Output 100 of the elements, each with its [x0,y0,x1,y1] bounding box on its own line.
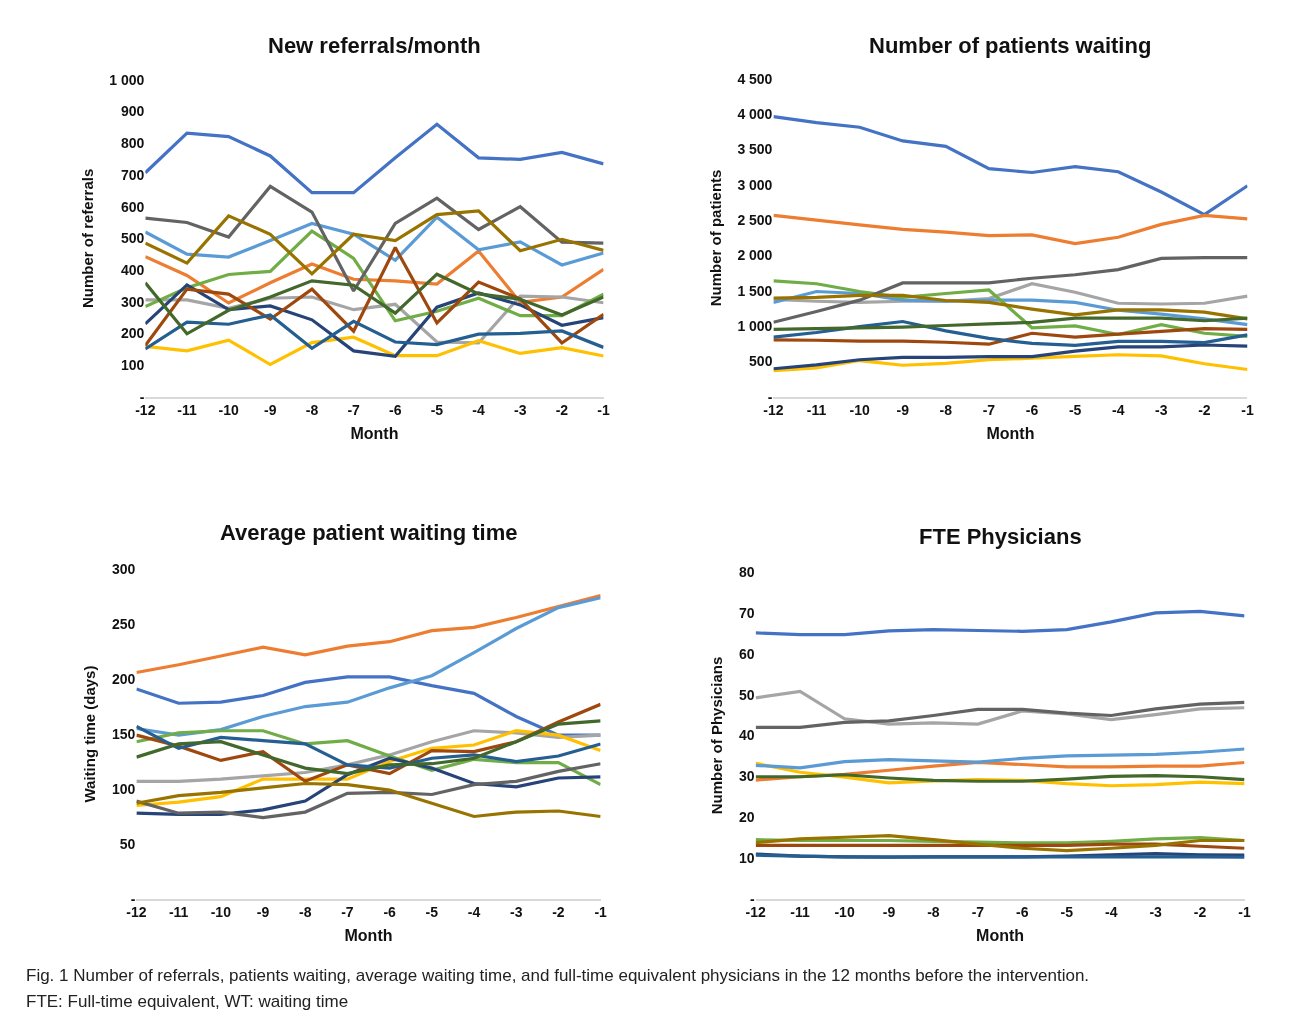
line-series [773,343,1248,371]
x-tick-label: -10 [210,904,232,921]
caption: Fig. 1 Number of referrals, patients waiting, average waiting time, and full-time equivalent physicians in the 12 months before the intervention. [26,966,1090,985]
chart-title: Average patient waiting time [220,520,518,545]
y-tick-label: 3 500 [737,141,773,158]
x-tick-label: -4 [1111,402,1125,419]
line-series [145,313,604,351]
x-tick-label: -5 [425,904,439,921]
x-tick-label: -1 [597,402,610,419]
x-tick-label: -8 [939,402,953,419]
line-series [136,781,601,819]
line-series [136,762,601,820]
y-tick-label: 4 000 [737,106,773,123]
x-tick-label: -9 [256,904,270,921]
y-tick-label: 500 [120,230,145,247]
x-tick-label: -10 [834,904,855,921]
chart-title: New referrals/month [268,33,481,58]
line-series [755,834,1245,853]
y-tick-label: 1 000 [109,71,145,88]
x-axis-title: Month [344,926,393,944]
x-tick-label: -4 [1104,904,1118,921]
y-tick-label: 80 [739,563,755,580]
y-tick-label: 50 [739,686,755,703]
y-tick-label: 200 [112,670,136,687]
x-tick-label: -12 [745,904,766,921]
y-axis-title: Waiting time (days) [81,665,99,803]
y-tick-label: 40 [739,727,755,744]
text: FTE: Full-time equivalent, WT: waiting time [26,992,349,1011]
line-series [773,115,1248,217]
line-series [755,700,1245,729]
line-series [773,316,1248,331]
line-series [145,122,604,195]
line-series [136,719,601,776]
y-tick-label: - [130,890,136,907]
line-series [145,335,604,367]
x-tick-label: -4 [472,402,486,419]
x-tick-label: -8 [927,904,940,921]
x-tick-label: -8 [298,904,312,921]
y-tick-label: 700 [120,166,145,183]
y-tick-label: 10 [739,849,755,866]
x-tick-label: -3 [1155,402,1168,419]
chart-title: Number of patients waiting [869,33,1152,58]
x-tick-label: -1 [1241,402,1254,419]
y-tick-label: 1 500 [737,282,773,299]
y-tick-label: 70 [739,604,755,621]
line-series [773,213,1248,246]
x-tick-label: -6 [389,402,402,419]
y-tick-label: 20 [739,809,755,826]
y-tick-label: - [749,890,755,907]
x-tick-label: -6 [1025,402,1039,419]
line-series [773,255,1248,324]
x-tick-label: -3 [514,402,527,419]
line-series [145,184,604,293]
chart-title: FTE Physicians [919,524,1082,549]
y-tick-label: 2 500 [737,212,773,229]
x-tick-label: -5 [1068,402,1082,419]
line-series [145,245,604,348]
x-tick-label: -2 [555,402,569,419]
x-tick-label: -7 [982,402,996,419]
y-tick-label: 2 000 [737,247,773,264]
x-tick-label: -9 [264,402,277,419]
line-series [773,353,1248,373]
x-tick-label: -12 [135,402,156,419]
y-tick-label: 400 [120,261,145,278]
y-tick-label: 3 000 [737,176,773,193]
x-tick-label: -10 [218,402,239,419]
x-tick-label: -6 [383,904,397,921]
line-series [773,319,1248,347]
x-axis-title: Month [986,424,1035,442]
y-tick-label: 100 [120,357,145,374]
y-tick-label: 200 [120,325,145,342]
x-tick-label: -8 [305,402,319,419]
x-tick-label: -2 [1193,904,1207,921]
x-axis-title: Month [350,424,399,442]
y-tick-label: 4 500 [737,70,773,87]
y-tick-label: - [767,388,773,405]
line-series [755,773,1245,783]
y-tick-label: 300 [112,561,136,578]
y-axis-title: Number of referrals [78,168,96,308]
x-tick-label: -1 [594,904,608,921]
x-tick-label: -7 [971,904,985,921]
line-series [145,272,604,336]
x-tick-label: -3 [1149,904,1163,921]
y-tick-label: 600 [120,198,145,215]
x-tick-label: -11 [168,904,189,921]
x-tick-label: -11 [177,402,197,419]
x-tick-label: -12 [763,402,784,419]
y-axis-title: Number of Physicians [708,656,726,815]
line-series [755,747,1245,770]
line-series [145,215,604,267]
y-tick-label: 1 000 [737,318,773,335]
line-series [755,609,1245,637]
line-series [773,327,1248,346]
x-tick-label: -5 [430,402,444,419]
x-tick-label: -2 [1198,402,1211,419]
x-tick-label: -5 [1060,904,1074,921]
x-tick-label: -10 [849,402,870,419]
x-tick-label: -4 [467,904,481,921]
x-tick-label: -6 [1016,904,1029,921]
x-tick-label: -9 [882,904,896,921]
